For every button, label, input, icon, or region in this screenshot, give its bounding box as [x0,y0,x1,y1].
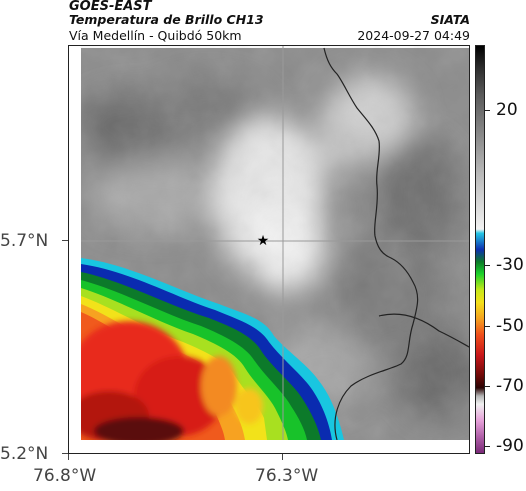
region-label: Vía Medellín - Quibdó 50km [69,28,242,43]
temperature-colorbar [475,45,485,454]
cold-cloud-band [69,258,344,445]
lon-label-768: 76.8°W [33,466,97,486]
colorbar-label-minus70: -70 [496,376,524,396]
satellite-title: GOES-EAST [69,0,152,14]
brightness-temperature-map: ★ [69,46,469,453]
timestamp-label: 2024-09-27 04:49 [357,28,470,43]
colorbar-tick [484,386,490,387]
lat-tick [62,240,68,241]
map-panel[interactable]: ★ [68,45,470,454]
colorbar-tick [484,326,490,327]
colorbar-tick [484,110,490,111]
lon-tick [68,454,69,460]
organization-label: SIATA [430,12,470,27]
lon-tick [282,454,283,460]
product-title: Temperatura de Brillo CH13 [69,12,264,27]
left-strip [69,46,81,453]
colorbar-label-minus50: -50 [496,316,524,336]
colorbar-tick [484,446,490,447]
colorbar-label-20: 20 [496,100,518,120]
colorbar-label-minus90: -90 [496,436,524,456]
lon-label-763: 76.3°W [255,466,319,486]
bottom-strip [69,440,469,453]
colorbar-tick [484,265,490,266]
star-icon[interactable]: ★ [257,233,270,249]
lat-label-57: 5.7°N [0,231,49,251]
department-border [323,47,469,441]
colorbar-label-minus30: -30 [496,255,524,275]
lat-tick [62,453,68,454]
lat-label-52: 5.2°N [0,444,49,464]
